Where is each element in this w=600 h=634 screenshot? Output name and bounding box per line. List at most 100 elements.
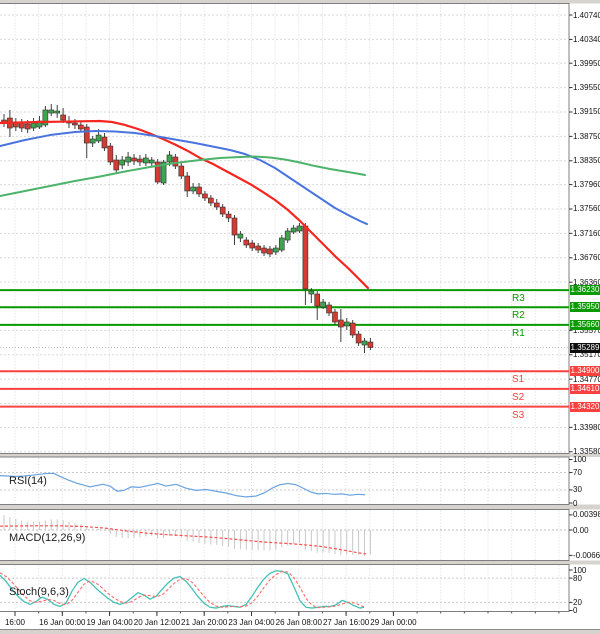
macd-panel[interactable] <box>0 509 570 561</box>
candle-body <box>261 247 267 254</box>
candle-body <box>326 304 332 314</box>
price-axis-label: 1.39150 <box>573 107 600 117</box>
candle-body <box>95 134 102 142</box>
panel-separator <box>0 453 600 457</box>
candle-body <box>349 322 356 336</box>
price-axis-label: 1.36360 <box>573 277 600 287</box>
price-axis-label: 1.37160 <box>573 228 600 238</box>
candle-body <box>284 230 291 241</box>
candle-body <box>30 122 37 129</box>
candle-body <box>273 247 279 253</box>
candle-body <box>278 237 285 251</box>
price-axis-label: 1.34770 <box>573 374 600 384</box>
level-label-r2: R2 <box>512 310 525 322</box>
candle-body <box>178 165 185 177</box>
stoch-scale-label: 0 <box>573 606 578 615</box>
macd-indicator-label: MACD(12,26,9) <box>9 532 86 544</box>
rsi-scale-label: 0 <box>573 498 578 508</box>
price-axis-label: 1.36760 <box>573 253 600 263</box>
level-label-s1: S1 <box>512 374 525 386</box>
candle-body <box>18 122 25 129</box>
macd-signal-line <box>0 525 367 555</box>
candle-body <box>24 123 31 130</box>
stoch-panel[interactable] <box>0 564 570 612</box>
price-axis-label: 1.35170 <box>573 350 600 360</box>
price-axis-label: 1.40340 <box>573 34 600 44</box>
candle-body <box>166 154 173 163</box>
candle-body <box>89 138 96 144</box>
candle-body <box>237 233 244 239</box>
panel-separator <box>0 560 600 565</box>
candle-body <box>302 225 309 290</box>
candle-body <box>113 159 120 171</box>
candle-body <box>42 109 49 126</box>
macd-scale-label: -0.006679 <box>573 550 600 560</box>
candle-body <box>255 245 261 251</box>
panel-separator <box>0 504 600 510</box>
candle-body <box>202 193 208 199</box>
level-price-tag: 1.34320 <box>570 401 600 412</box>
candle-body <box>184 175 191 192</box>
rsi-line <box>0 472 366 498</box>
stoch-scale-label: 20 <box>573 597 582 607</box>
candle-body <box>332 311 338 323</box>
candle-body <box>172 156 179 167</box>
candle-body <box>308 290 315 295</box>
candle-body <box>225 213 232 219</box>
current-price-tag: 1.35289 <box>570 342 600 353</box>
time-axis-label: 27 Jan 16:00 <box>322 618 370 627</box>
candle-body <box>48 109 55 114</box>
candle-body <box>131 157 137 162</box>
candle-body <box>143 157 149 164</box>
time-axis-label: 23 Jan 04:00 <box>228 618 275 627</box>
level-price-tag: 1.35660 <box>570 319 600 330</box>
candle-body <box>243 239 250 246</box>
rsi-scale-label: 30 <box>573 485 582 495</box>
rsi-panel[interactable] <box>0 456 570 505</box>
macd-scale-label: 0.003981 <box>573 510 600 520</box>
main-price-panel[interactable] <box>0 3 570 454</box>
candle-body <box>125 156 131 163</box>
stoch-signal-line <box>0 571 365 609</box>
ma-mid-line <box>0 130 368 226</box>
candle-body <box>296 225 303 232</box>
candle-body <box>154 161 161 183</box>
stoch-scale-label: 100 <box>573 565 587 575</box>
candle-body <box>208 197 214 204</box>
level-label-s3: S3 <box>512 409 525 421</box>
level-label-r3: R3 <box>512 293 525 305</box>
candle-body <box>119 159 125 166</box>
candle-body <box>367 341 374 348</box>
panel-separator <box>0 0 600 4</box>
candle-body <box>137 158 143 163</box>
price-axis-label: 1.38350 <box>573 156 600 166</box>
candle-body <box>101 136 108 149</box>
candle-body <box>78 124 84 130</box>
candle-body <box>314 293 321 307</box>
ma-slow-line <box>0 155 366 197</box>
candle-body <box>290 227 297 233</box>
time-axis-label: 20 Jan 12:00 <box>133 618 181 627</box>
time-axis-label: 21 Jan 20:00 <box>181 618 228 627</box>
stoch-scale-label: 80 <box>573 573 582 583</box>
level-price-tag: 1.35950 <box>570 302 600 313</box>
candle-body <box>343 321 350 327</box>
price-axis-label: 1.39550 <box>573 83 600 93</box>
time-axis-label: 29 Jan 00:00 <box>370 618 417 627</box>
level-price-tag: 1.34610 <box>570 383 600 394</box>
ma-fast-line <box>0 119 370 290</box>
price-axis-label: 1.37960 <box>573 180 600 190</box>
candle-body <box>338 319 344 328</box>
candle-body <box>213 202 220 208</box>
price-axis-label: 1.37560 <box>573 204 600 214</box>
level-label-s2: S2 <box>512 391 525 403</box>
price-axis-label: 1.38750 <box>573 131 600 141</box>
rsi-indicator-label: RSI(14) <box>9 475 47 487</box>
candle-body <box>196 186 202 195</box>
candle-body <box>219 206 226 215</box>
candle-body <box>355 333 362 344</box>
time-axis-label: 19 Jan 04:00 <box>86 618 133 627</box>
candle-body <box>249 242 256 249</box>
